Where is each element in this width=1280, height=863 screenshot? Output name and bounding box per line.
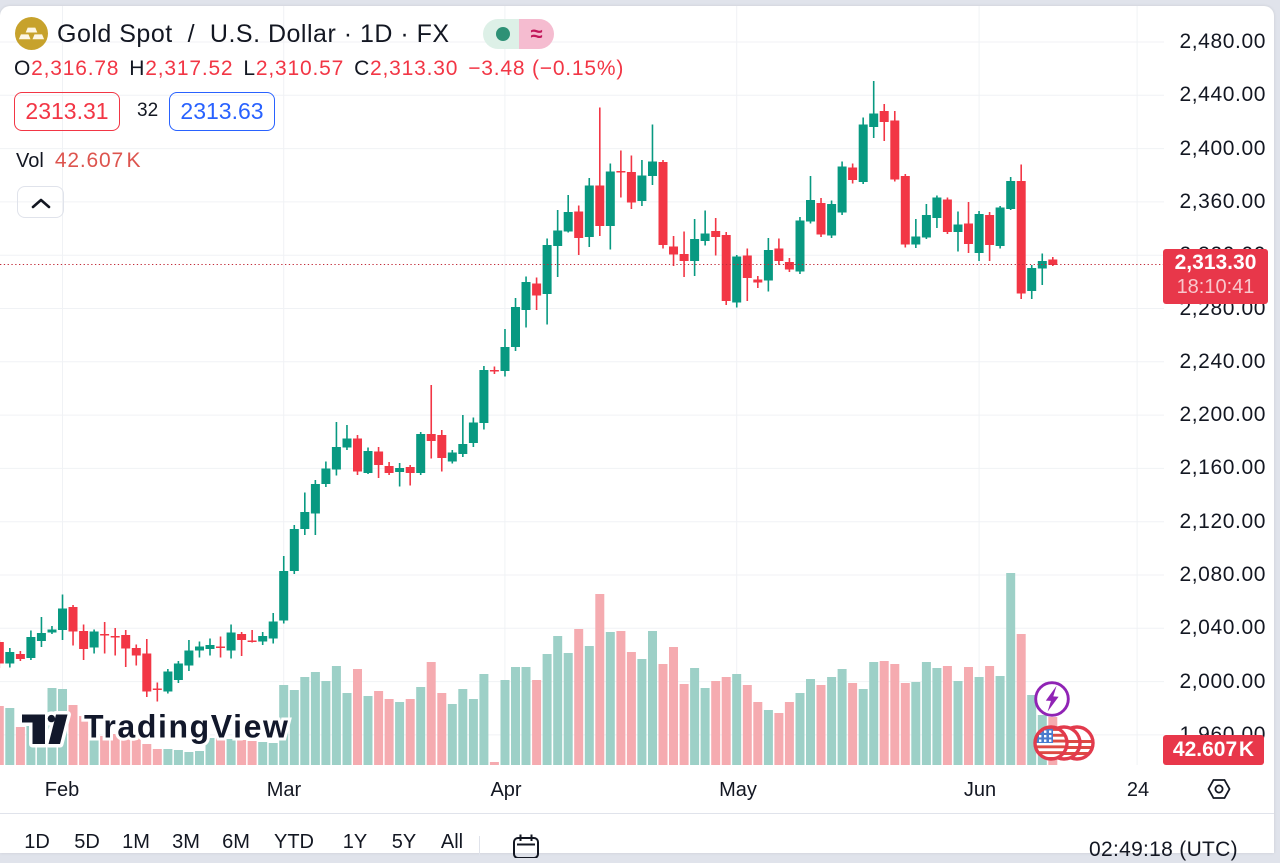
svg-text:TradingView: TradingView bbox=[84, 710, 290, 745]
